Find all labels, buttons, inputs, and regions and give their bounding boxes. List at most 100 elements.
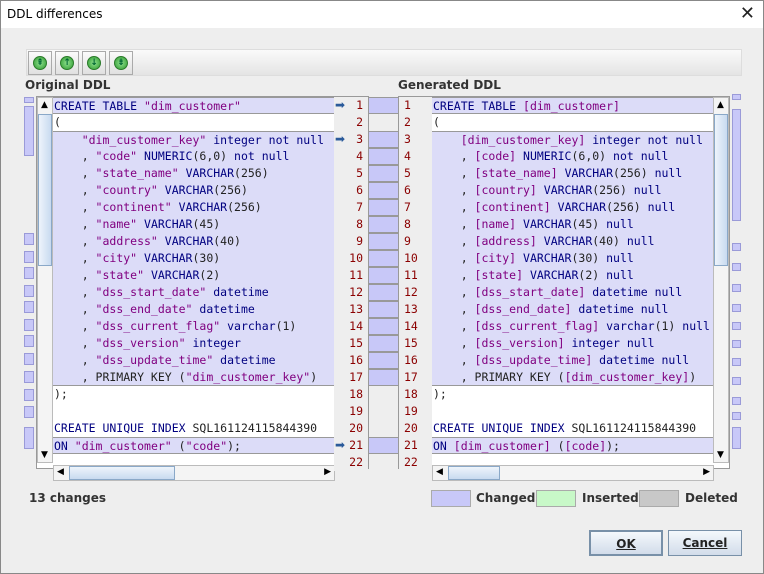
- generated-ddl-label: Generated DDL: [398, 78, 501, 92]
- right-vertical-scrollbar[interactable]: ▲ ▼: [713, 97, 729, 463]
- close-icon[interactable]: ✕: [739, 3, 755, 24]
- code-token: [code]: [564, 439, 607, 453]
- code-token: (40): [213, 234, 241, 248]
- scroll-down-icon[interactable]: ▼: [41, 450, 48, 460]
- next-change-button[interactable]: ↓: [82, 51, 106, 75]
- code-token: null: [619, 234, 655, 248]
- code-token: null: [599, 268, 634, 282]
- code-token: null: [599, 251, 634, 265]
- code-token: , PRIMARY KEY (: [54, 370, 186, 384]
- code-token: "country": [95, 183, 158, 197]
- ok-button[interactable]: OK: [589, 530, 663, 556]
- connector-block: [369, 165, 398, 182]
- code-token: (40): [592, 234, 620, 248]
- generated-ddl-editor[interactable]: ▲ ▼ ◀ ▶ CREATE TABLE [dim_customer] 1(2 […: [398, 96, 730, 481]
- scroll-thumb[interactable]: [38, 114, 52, 266]
- line-number: 15: [334, 335, 368, 352]
- code-token: [dim_customer]: [453, 439, 551, 453]
- previous-change-button[interactable]: ↑: [55, 51, 79, 75]
- overview-change-marker: [24, 106, 34, 156]
- left-vertical-scrollbar[interactable]: ▲ ▼: [37, 97, 53, 463]
- code-token: ,: [54, 336, 96, 350]
- change-arrow-icon[interactable]: ➡: [335, 132, 346, 146]
- code-token: [dim_customer_key]: [564, 370, 690, 384]
- code-token: (45): [571, 217, 600, 231]
- code-token: ,: [54, 251, 96, 265]
- scroll-up-icon[interactable]: ▲: [41, 100, 48, 110]
- connector-block: [369, 267, 398, 284]
- connector-block: [369, 182, 398, 199]
- code-token: "state_name": [95, 166, 179, 180]
- code-line: , [state_name] VARCHAR(256) null: [432, 165, 713, 182]
- overview-change-marker: [732, 412, 741, 420]
- cancel-button[interactable]: Cancel: [668, 530, 742, 556]
- code-token: (: [54, 115, 61, 129]
- code-token: "code": [185, 439, 228, 453]
- code-line: CREATE UNIQUE INDEX SQL161124115844390: [53, 420, 334, 437]
- code-token: ,: [54, 217, 96, 231]
- line-number: 8: [334, 216, 368, 233]
- connector-block: [369, 318, 398, 335]
- line-number: 17: [334, 369, 368, 386]
- code-token: [dss_start_date]: [474, 285, 586, 299]
- code-token: datetime: [213, 353, 276, 367]
- scroll-down-icon[interactable]: ▼: [717, 450, 724, 460]
- scroll-up-icon[interactable]: ▲: [717, 100, 724, 110]
- scroll-thumb[interactable]: [714, 114, 728, 266]
- code-token: (30): [571, 251, 600, 265]
- scroll-left-icon[interactable]: ◀: [436, 467, 443, 477]
- code-token: "dss_version": [95, 336, 186, 350]
- code-line: );: [53, 386, 334, 403]
- code-token: [state]: [474, 268, 524, 282]
- left-horizontal-scrollbar[interactable]: ◀ ▶: [53, 465, 335, 481]
- scroll-thumb[interactable]: [69, 466, 175, 480]
- code-token: ,: [433, 319, 475, 333]
- line-number: 19: [334, 403, 368, 420]
- code-line: , [continent] VARCHAR(256) null: [432, 199, 713, 216]
- code-line: "dim_customer_key" integer not null: [53, 131, 334, 148]
- original-ddl-editor[interactable]: ▲ ▼ ◀ ▶ CREATE TABLE "dim_customer" 1 ➡(2 …: [36, 96, 369, 481]
- code-token: VARCHAR: [516, 217, 572, 231]
- right-horizontal-scrollbar[interactable]: ◀ ▶: [432, 465, 714, 481]
- code-line: , [state] VARCHAR(2) null: [432, 267, 713, 284]
- code-token: VARCHAR: [523, 268, 579, 282]
- scroll-thumb[interactable]: [448, 466, 500, 480]
- code-token: (256): [227, 200, 262, 214]
- code-token: SQL161124115844390: [192, 421, 318, 435]
- code-token: null: [599, 217, 634, 231]
- overview-change-marker: [24, 427, 34, 449]
- first-change-button[interactable]: ⇞: [28, 51, 52, 75]
- scroll-right-icon[interactable]: ▶: [703, 467, 710, 477]
- code-token: ,: [54, 183, 96, 197]
- scroll-right-icon[interactable]: ▶: [324, 467, 331, 477]
- code-line: , "name" VARCHAR(45): [53, 216, 334, 233]
- connector-block: [369, 437, 398, 454]
- connector-block: [369, 284, 398, 301]
- code-token: ,: [433, 268, 475, 282]
- code-line: );: [432, 386, 713, 403]
- code-token: CREATE UNIQUE INDEX: [433, 421, 572, 435]
- line-number: 3: [334, 131, 368, 148]
- code-token: (256): [613, 166, 648, 180]
- code-token: (: [171, 439, 186, 453]
- overview-change-marker: [732, 427, 741, 449]
- code-token: ON: [433, 439, 454, 453]
- code-token: CREATE TABLE: [54, 99, 145, 113]
- change-arrow-icon[interactable]: ➡: [335, 98, 346, 112]
- change-arrow-icon[interactable]: ➡: [335, 438, 346, 452]
- scroll-left-icon[interactable]: ◀: [57, 467, 64, 477]
- code-token: "dim_customer_key": [81, 133, 207, 147]
- code-token: );: [606, 439, 620, 453]
- code-token: datetime null: [571, 302, 669, 316]
- connector-block: [369, 352, 398, 369]
- code-token: "dss_current_flag": [95, 319, 221, 333]
- code-token: varchar: [220, 319, 276, 333]
- code-token: integer not null: [585, 133, 704, 147]
- last-change-button[interactable]: ⇟: [109, 51, 133, 75]
- code-token: VARCHAR: [536, 183, 593, 197]
- line-number: 1: [334, 97, 368, 114]
- connector-block: [369, 233, 398, 250]
- code-token: [dim_customer]: [523, 99, 620, 113]
- code-token: [433, 133, 461, 147]
- overview-change-marker: [732, 94, 741, 100]
